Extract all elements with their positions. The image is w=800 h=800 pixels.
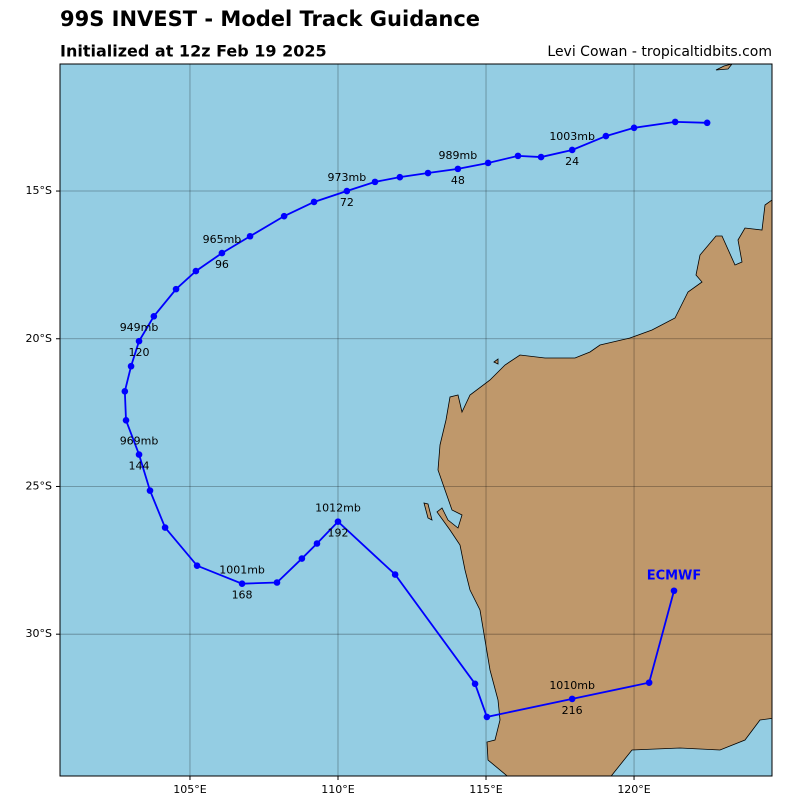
x-tick-label: 110°E (321, 783, 354, 796)
title: 99S INVEST - Model Track Guidance (60, 7, 480, 31)
pressure-label: 949mb (120, 321, 159, 334)
island (493, 358, 499, 365)
track-point (246, 232, 254, 240)
track-point (484, 159, 492, 167)
hour-label: 216 (562, 704, 583, 717)
track-point (218, 249, 226, 257)
track-point (568, 695, 576, 703)
track-point (334, 518, 342, 525)
track-point (630, 124, 638, 132)
model-label: ECMWF (647, 568, 702, 583)
island (423, 502, 433, 521)
pressure-label: 1001mb (219, 564, 265, 577)
track-point (135, 451, 143, 458)
track-point (135, 337, 143, 345)
hour-label: 48 (451, 174, 465, 187)
track-point (671, 118, 679, 126)
hour-label: 72 (340, 196, 354, 209)
x-tick-label: 120°E (617, 783, 650, 796)
track-point (298, 555, 306, 562)
hour-label: 96 (215, 258, 229, 271)
hour-label: 24 (565, 155, 579, 168)
pressure-label: 965mb (203, 233, 242, 246)
pressure-label: 969mb (120, 435, 159, 448)
credit: Levi Cowan - tropicaltidbits.com (547, 44, 772, 60)
y-tick-label: 20°S (26, 332, 52, 345)
track-point (273, 579, 281, 586)
track-point (127, 362, 135, 370)
track-point (122, 416, 130, 424)
track-point (424, 169, 432, 177)
pressure-label: 973mb (328, 171, 367, 184)
land (423, 64, 772, 776)
island (715, 64, 733, 71)
pressure-label: 1012mb (315, 502, 361, 515)
track-point (238, 580, 246, 587)
track-point (703, 119, 711, 127)
hour-label: 168 (232, 589, 253, 602)
track-point (313, 540, 321, 547)
track-point (537, 153, 545, 161)
track-point (343, 187, 351, 195)
track-point (514, 152, 522, 160)
track-point (371, 178, 379, 186)
australia-coast (436, 199, 772, 776)
y-tick-label: 30°S (26, 627, 52, 640)
track-point (602, 132, 610, 140)
track-point (645, 679, 653, 686)
track-point (310, 198, 318, 206)
track-point (121, 388, 129, 395)
track-point (670, 587, 678, 595)
track-point (471, 680, 479, 688)
subtitle: Initialized at 12z Feb 19 2025 (60, 42, 327, 61)
track-point (568, 146, 576, 154)
track-point (172, 285, 180, 293)
pressure-label: 1003mb (549, 130, 595, 143)
pressure-label: 989mb (439, 149, 478, 162)
track-point (454, 165, 462, 173)
track-point (193, 562, 201, 569)
hour-label: 192 (327, 527, 348, 540)
hour-label: 144 (129, 460, 150, 473)
track-point (146, 487, 154, 494)
x-tick-label: 105°E (173, 783, 206, 796)
track-point (483, 713, 491, 721)
y-tick-label: 15°S (26, 184, 52, 197)
track-point (150, 313, 158, 320)
map-frame (59, 63, 773, 777)
track-point (192, 267, 200, 275)
graticule (60, 64, 772, 776)
y-tick-label: 25°S (26, 479, 52, 492)
x-tick-label: 115°E (469, 783, 502, 796)
track-point (280, 212, 288, 220)
track-point (391, 571, 399, 578)
hour-label: 120 (129, 346, 150, 359)
pressure-label: 1010mb (549, 679, 595, 692)
track-point (396, 173, 404, 181)
track-point (161, 524, 169, 531)
